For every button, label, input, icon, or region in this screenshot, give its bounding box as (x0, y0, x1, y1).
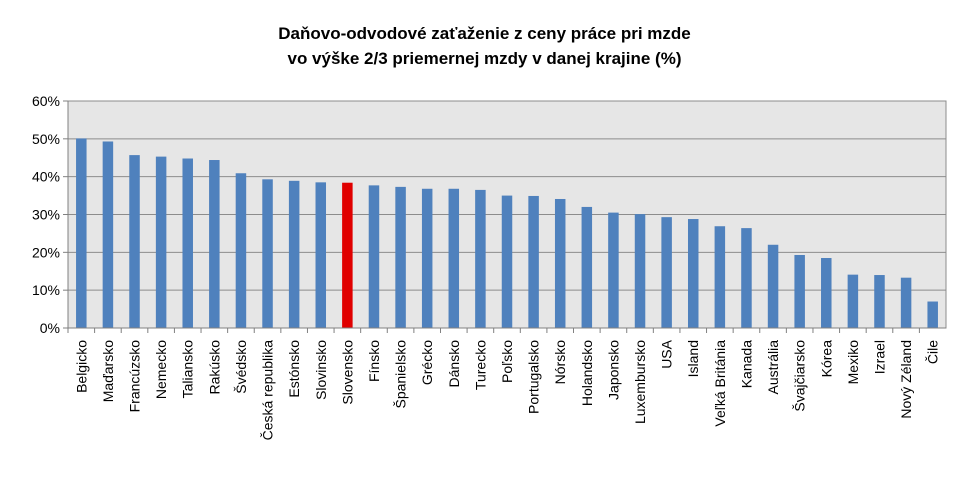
x-tick-label: Holandsko (579, 340, 595, 406)
bar (927, 301, 938, 328)
x-tick-label: Kanada (738, 340, 754, 388)
bar (262, 179, 273, 328)
x-axis-labels: Belgicko Maďarsko Francúzsko Nemecko Talians… (67, 328, 941, 441)
bar (687, 219, 699, 328)
chart-title-line-2: vo výške 2/3 priemernej mzdy v danej kra… (287, 49, 682, 68)
x-tick-label: Japonsko (605, 340, 621, 400)
bar (182, 158, 193, 328)
bar (288, 180, 300, 328)
x-tick-label: Francúzsko (127, 340, 143, 413)
bar (794, 254, 805, 328)
x-tick-label: Estónsko (286, 340, 302, 398)
bar (847, 274, 859, 328)
x-tick-label: Kórea (818, 340, 834, 378)
bar (395, 186, 406, 328)
x-tick-label: Nemecko (153, 340, 169, 399)
y-tick-label: 10% (32, 282, 60, 298)
x-tick-label: Taliansko (180, 340, 196, 399)
x-tick-label: Belgicko (73, 340, 89, 393)
bar (900, 277, 912, 328)
bar (874, 275, 885, 328)
bar (448, 188, 460, 328)
bar (368, 185, 380, 328)
bar (315, 182, 327, 328)
x-tick-label: Nový Zéland (898, 340, 914, 419)
bar (741, 228, 752, 328)
bar (714, 226, 726, 328)
x-tick-label: Island (685, 340, 701, 377)
y-tick-label: 20% (32, 244, 60, 260)
bar (209, 160, 220, 328)
x-tick-label: Slovinsko (313, 340, 329, 400)
x-tick-label: Turecko (472, 340, 488, 390)
x-tick-label: Veľká Británia (712, 340, 728, 427)
x-tick-label: Maďarsko (100, 340, 116, 403)
bar (634, 214, 646, 328)
x-tick-label: Švédsko (233, 340, 249, 394)
bar (581, 206, 593, 328)
x-tick-label: USA (659, 339, 675, 368)
bars (76, 138, 938, 328)
x-tick-label: Luxembursko (632, 340, 648, 424)
bar (76, 138, 87, 328)
bar (421, 188, 433, 328)
x-tick-label: Grécko (419, 340, 435, 385)
bar (342, 182, 353, 328)
bar (821, 258, 832, 328)
x-tick-label: Fínsko (366, 340, 382, 382)
bar (129, 155, 140, 328)
bar (501, 195, 513, 328)
x-tick-label: Poľsko (499, 340, 515, 383)
bar (767, 244, 779, 328)
bar (102, 141, 114, 328)
x-tick-label: Izrael (871, 340, 887, 374)
y-tick-label: 0% (40, 320, 60, 336)
x-tick-label: Čile (925, 340, 941, 364)
x-tick-label: Portugalsko (526, 340, 542, 414)
x-tick-label: Nórsko (552, 340, 568, 385)
x-tick-label: Austrália (765, 340, 781, 395)
bar (554, 198, 566, 328)
x-tick-label: Švajčiarsko (792, 340, 808, 412)
bar (235, 173, 247, 328)
x-tick-label: Španielsko (393, 340, 409, 409)
bar (661, 217, 672, 328)
chart-title-line-1: Daňovo-odvodové zaťaženie z ceny práce p… (278, 24, 691, 43)
y-tick-label: 50% (32, 131, 60, 147)
y-tick-label: 40% (32, 169, 60, 185)
x-tick-label: Slovensko (339, 340, 355, 405)
y-tick-label: 30% (32, 207, 60, 223)
y-axis-ticks: 0% 10% 20% 30% 40% 50% 60% (32, 93, 68, 336)
y-tick-label: 60% (32, 93, 60, 109)
bar (475, 189, 486, 328)
bar (528, 195, 539, 328)
bar (155, 156, 167, 328)
x-tick-label: Rakúsko (206, 340, 222, 395)
x-tick-label: Dánsko (446, 340, 462, 388)
x-tick-label: Mexiko (845, 340, 861, 385)
x-tick-label: Česká republika (260, 340, 276, 441)
bar (608, 212, 619, 328)
